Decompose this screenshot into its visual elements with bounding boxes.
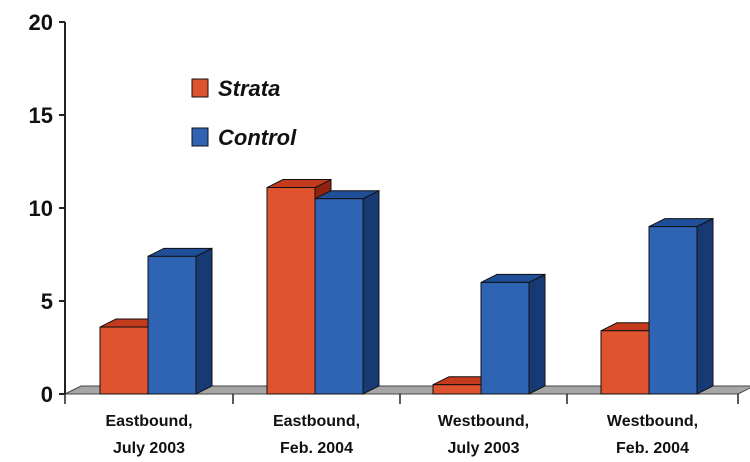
bar-control [648,217,714,395]
y-tick-label: 0 [41,382,53,407]
y-axis: 0 5 10 15 20 [29,10,66,407]
x-category-label: Eastbound, July 2003 [105,413,192,457]
y-tick-label: 20 [29,10,53,35]
y-tick-label: 5 [41,289,53,314]
bar-control [147,247,213,395]
bars [99,178,714,395]
legend-swatch-strata [191,78,209,98]
bar-control [314,189,380,395]
legend-label-strata: Strata [218,76,280,101]
bar-control [480,273,546,395]
legend: Strata Control [191,76,297,150]
legend-label-control: Control [218,125,297,150]
x-axis-labels: Eastbound, July 2003 Eastbound, Feb. 2004 We… [64,394,739,457]
x-category-label: Westbound, Feb. 2004 [607,413,698,457]
x-category-label: Eastbound, Feb. 2004 [273,413,360,457]
legend-swatch-control [191,127,209,147]
x-category-label: Westbound, July 2003 [438,413,529,457]
y-tick-label: 15 [29,103,53,128]
y-tick-label: 10 [29,196,53,221]
